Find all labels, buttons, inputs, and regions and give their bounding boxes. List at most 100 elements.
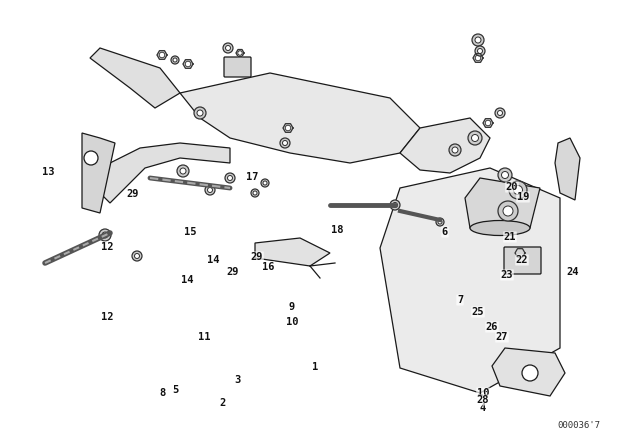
Text: 23: 23 — [500, 270, 513, 280]
Circle shape — [84, 151, 98, 165]
Circle shape — [282, 141, 287, 146]
Polygon shape — [492, 348, 565, 396]
Circle shape — [513, 185, 522, 194]
Text: 22: 22 — [516, 255, 528, 265]
Polygon shape — [255, 238, 330, 266]
Text: 000036'7: 000036'7 — [557, 421, 600, 430]
Polygon shape — [180, 73, 420, 163]
Polygon shape — [380, 168, 560, 393]
Text: 6: 6 — [442, 227, 448, 237]
Circle shape — [522, 365, 538, 381]
Circle shape — [253, 191, 257, 195]
Circle shape — [171, 56, 179, 64]
Circle shape — [392, 202, 397, 207]
Circle shape — [472, 134, 479, 142]
Text: 28: 28 — [477, 395, 489, 405]
Polygon shape — [555, 138, 580, 200]
Text: 9: 9 — [289, 302, 295, 312]
Text: 1: 1 — [312, 362, 318, 372]
Text: 4: 4 — [480, 403, 486, 413]
Circle shape — [263, 181, 267, 185]
Circle shape — [476, 55, 481, 61]
Text: 12: 12 — [100, 242, 113, 252]
Text: 10: 10 — [477, 388, 489, 398]
Circle shape — [495, 108, 505, 118]
Circle shape — [452, 147, 458, 153]
Text: 2: 2 — [219, 398, 225, 408]
Circle shape — [225, 173, 235, 183]
Circle shape — [498, 201, 518, 221]
Circle shape — [472, 34, 484, 46]
Circle shape — [251, 189, 259, 197]
Polygon shape — [473, 54, 483, 62]
Polygon shape — [465, 178, 540, 228]
Text: 8: 8 — [159, 388, 165, 398]
Circle shape — [485, 120, 491, 126]
Text: 16: 16 — [262, 262, 275, 272]
Ellipse shape — [470, 220, 530, 236]
Text: 17: 17 — [246, 172, 259, 182]
Circle shape — [502, 172, 509, 178]
Circle shape — [390, 200, 400, 210]
Circle shape — [173, 58, 177, 62]
Circle shape — [509, 181, 527, 199]
Circle shape — [207, 188, 212, 193]
Polygon shape — [483, 119, 493, 127]
Circle shape — [503, 206, 513, 216]
Text: 19: 19 — [516, 192, 529, 202]
Text: 29: 29 — [251, 252, 263, 262]
Circle shape — [436, 218, 444, 226]
Text: 12: 12 — [100, 312, 113, 322]
Circle shape — [280, 138, 290, 148]
Text: 5: 5 — [172, 385, 178, 395]
Circle shape — [227, 176, 232, 181]
Text: 14: 14 — [180, 275, 193, 285]
Circle shape — [225, 46, 230, 51]
Text: 27: 27 — [496, 332, 508, 342]
Polygon shape — [400, 118, 490, 173]
Circle shape — [99, 229, 111, 241]
Text: 29: 29 — [227, 267, 239, 277]
Polygon shape — [283, 124, 293, 132]
Circle shape — [498, 168, 512, 182]
Circle shape — [134, 254, 140, 258]
Polygon shape — [90, 48, 180, 108]
Circle shape — [517, 250, 523, 256]
Polygon shape — [515, 249, 525, 257]
Text: 15: 15 — [184, 227, 196, 237]
FancyBboxPatch shape — [504, 247, 541, 274]
Circle shape — [194, 107, 206, 119]
Circle shape — [475, 37, 481, 43]
Text: 3: 3 — [234, 375, 240, 385]
Text: 13: 13 — [42, 167, 54, 177]
Text: 21: 21 — [504, 232, 516, 242]
Polygon shape — [157, 51, 167, 59]
Text: 18: 18 — [331, 225, 343, 235]
Text: 25: 25 — [472, 307, 484, 317]
Circle shape — [223, 43, 233, 53]
Polygon shape — [82, 133, 115, 213]
Circle shape — [185, 61, 191, 67]
Text: 11: 11 — [198, 332, 211, 342]
Text: 24: 24 — [567, 267, 579, 277]
Circle shape — [438, 220, 442, 224]
Polygon shape — [236, 50, 244, 56]
Circle shape — [261, 179, 269, 187]
Circle shape — [468, 131, 482, 145]
Text: 7: 7 — [457, 295, 463, 305]
Circle shape — [177, 165, 189, 177]
Text: 26: 26 — [486, 322, 499, 332]
Text: 29: 29 — [127, 189, 140, 199]
Circle shape — [180, 168, 186, 174]
Circle shape — [238, 51, 242, 55]
Text: 14: 14 — [207, 255, 220, 265]
Circle shape — [102, 232, 108, 238]
Text: 20: 20 — [506, 182, 518, 192]
Circle shape — [477, 48, 483, 53]
Circle shape — [285, 125, 291, 131]
FancyBboxPatch shape — [224, 57, 251, 77]
Polygon shape — [183, 60, 193, 69]
Circle shape — [205, 185, 215, 195]
Circle shape — [132, 251, 142, 261]
Circle shape — [159, 52, 164, 58]
